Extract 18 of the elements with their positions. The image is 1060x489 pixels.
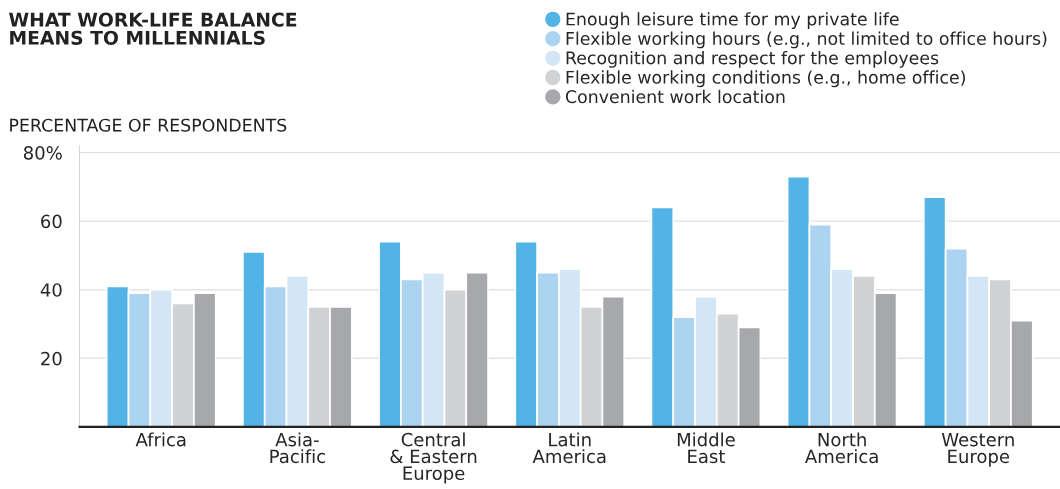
x-tick-label: Central & Eastern Europe (390, 432, 477, 484)
legend-label: Recognition and respect for the employees (566, 50, 939, 68)
legend-label: Flexible working conditions (e.g., home office) (566, 70, 965, 88)
legend-label: Enough leisure time for my private life (566, 12, 899, 29)
x-tick-label: North America (805, 432, 878, 464)
y-tick-label: 80% (23, 146, 62, 160)
x-tick-label: Latin America (532, 432, 606, 464)
y-axis-title: PERCENTAGE OF RESPONDENTS (10, 118, 287, 132)
chart-title: WHAT WORK-LIFE BALANCE MEANS TO MILLENNIALS (9, 12, 297, 45)
y-tick-label: 20 (41, 351, 62, 366)
x-tick-label: Africa (135, 432, 186, 447)
y-tick-label: 40 (40, 283, 62, 297)
x-tick-label: Western Europe (941, 433, 1014, 467)
legend-label: Flexible working hours (e.g., not limited to office hours) (566, 31, 1047, 49)
y-tick-label: 60 (41, 214, 62, 229)
x-tick-label: Asia- Pacific (270, 432, 325, 464)
x-tick-label: Middle East (677, 432, 735, 464)
legend-label: Convenient work location (565, 89, 785, 104)
